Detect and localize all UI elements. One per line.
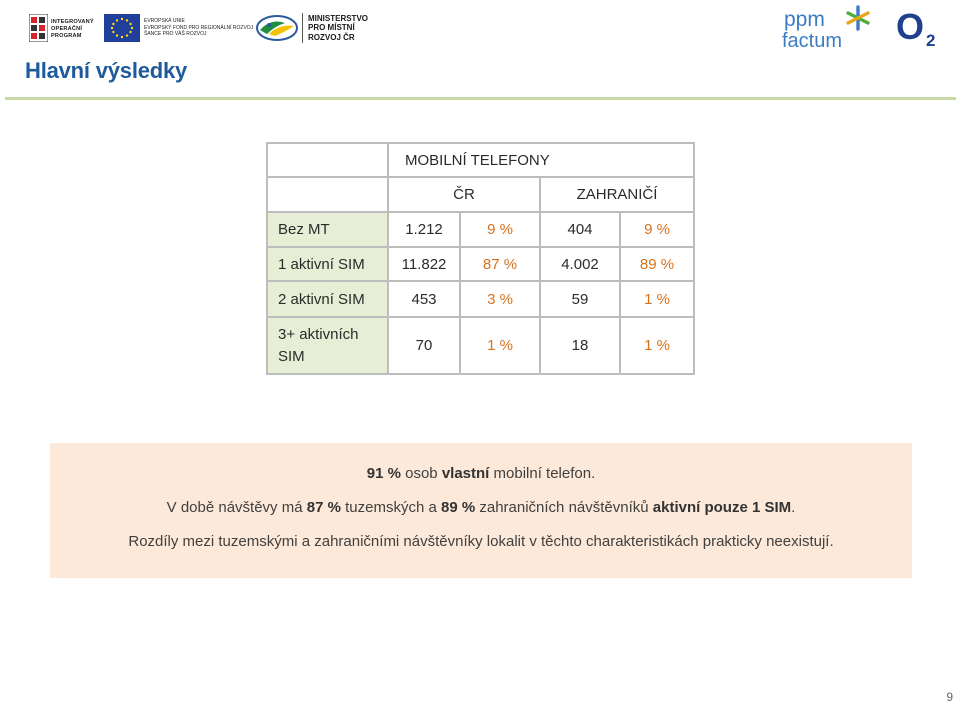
table-row: 1 aktivní SIM 11.822 87 % 4.002 89 % (266, 246, 695, 282)
cr-percent: 87 % (459, 246, 541, 282)
o2-logo: O 2 (896, 6, 935, 49)
ppm-star-icon (846, 5, 870, 31)
ministry-text: MINISTERSTVO PRO MÍSTNÍ ROZVOJ ČR (308, 14, 368, 42)
abroad-count: 404 (539, 211, 621, 248)
title-divider (5, 97, 956, 100)
eu-text: EVROPSKÁ UNIE EVROPSKÝ FOND PRO REGIONÁL… (144, 18, 253, 38)
ministry-line-1: MINISTERSTVO (308, 14, 369, 23)
summary-emphasis: aktivní pouze 1 SIM (652, 499, 792, 516)
summary-emphasis: 87 % (306, 499, 341, 516)
row-label: 2 aktivní SIM (266, 280, 389, 318)
summary-emphasis: vlastní (441, 465, 490, 482)
iop-logo-line-1: INTEGROVANÝ (51, 19, 94, 25)
abroad-percent: 9 % (619, 211, 695, 248)
summary-emphasis: 89 % (440, 499, 476, 516)
ppm-factum-logo: ppm factum (782, 5, 870, 51)
table-row: 2 aktivní SIM 453 3 % 59 1 % (266, 280, 695, 318)
page-title: Hlavní výsledky (25, 58, 188, 83)
row-label: 3+ aktivních SIM (266, 316, 389, 375)
ministry-separator (302, 13, 303, 43)
abroad-percent: 1 % (619, 280, 695, 318)
abroad-percent: 89 % (619, 246, 695, 282)
summary-line-3: Rozdíly mezi tuzemskými a zahraničními n… (128, 533, 834, 550)
table-corner-cell (266, 142, 389, 178)
page-number: 9 (946, 690, 953, 704)
summary-text: V době návštěvy má (166, 499, 307, 516)
cr-percent: 9 % (459, 211, 541, 248)
ministry-line-3: ROZVOJ ČR (308, 32, 355, 42)
o2-logo-text: O (896, 6, 924, 47)
row-label: 1 aktivní SIM (266, 246, 389, 282)
table-row: Bez MT 1.212 9 % 404 9 % (266, 211, 695, 248)
eu-flag-icon (104, 14, 140, 42)
ppm-logo-line-1: ppm (784, 8, 825, 31)
table-column-header-row: ČR ZAHRANIČÍ (266, 176, 695, 213)
eu-text-line-3: ŠANCE PRO VÁŠ ROZVOJ (144, 31, 207, 38)
cr-count: 1.212 (387, 211, 461, 248)
eu-text-line-1: EVROPSKÁ UNIE (144, 18, 185, 24)
ministry-line-2: PRO MÍSTNÍ (308, 23, 355, 33)
summary-text: zahraničních návštěvníků (475, 499, 653, 516)
summary-text: osob (400, 465, 442, 482)
summary-text: . (791, 499, 796, 516)
results-table: MOBILNÍ TELEFONY ČR ZAHRANIČÍ Bez MT 1.2… (266, 142, 695, 375)
abroad-count: 18 (539, 316, 621, 375)
summary-box: 91 % osob vlastní mobilní telefon. V dob… (50, 443, 912, 578)
iop-logo: INTEGROVANÝ OPERAČNÍ PROGRAM (29, 14, 97, 42)
summary-line-2: V době návštěvy má 87 % tuzemských a 89 … (50, 499, 912, 516)
abroad-percent: 1 % (619, 316, 695, 375)
col-header-abroad: ZAHRANIČÍ (539, 176, 695, 213)
iop-logo-line-2: OPERAČNÍ (51, 26, 83, 32)
cr-count: 453 (387, 280, 461, 318)
summary-text: mobilní telefon. (489, 465, 596, 482)
o2-logo-subscript: 2 (926, 31, 935, 49)
group-header-mobile-phones: MOBILNÍ TELEFONY (387, 142, 695, 178)
cr-count: 11.822 (387, 246, 461, 282)
col-header-cr: ČR (387, 176, 541, 213)
summary-emphasis: 91 % (366, 465, 401, 482)
cr-count: 70 (387, 316, 461, 375)
summary-line-1: 91 % osob vlastní mobilní telefon. (50, 465, 912, 482)
iop-logo-icon (29, 14, 48, 42)
cr-percent: 1 % (459, 316, 541, 375)
table-group-header-row: MOBILNÍ TELEFONY (266, 142, 695, 178)
abroad-count: 59 (539, 280, 621, 318)
ministry-logo-icon (256, 15, 298, 41)
table-row: 3+ aktivních SIM 70 1 % 18 1 % (266, 316, 695, 375)
iop-logo-line-3: PROGRAM (51, 33, 82, 39)
abroad-count: 4.002 (539, 246, 621, 282)
summary-text: tuzemských a (340, 499, 441, 516)
cr-percent: 3 % (459, 280, 541, 318)
row-label: Bez MT (266, 211, 389, 248)
ppm-logo-line-2: factum (782, 30, 842, 51)
eu-text-line-2: EVROPSKÝ FOND PRO REGIONÁLNÍ ROZVOJ (144, 24, 254, 31)
table-corner-cell-2 (266, 176, 389, 213)
